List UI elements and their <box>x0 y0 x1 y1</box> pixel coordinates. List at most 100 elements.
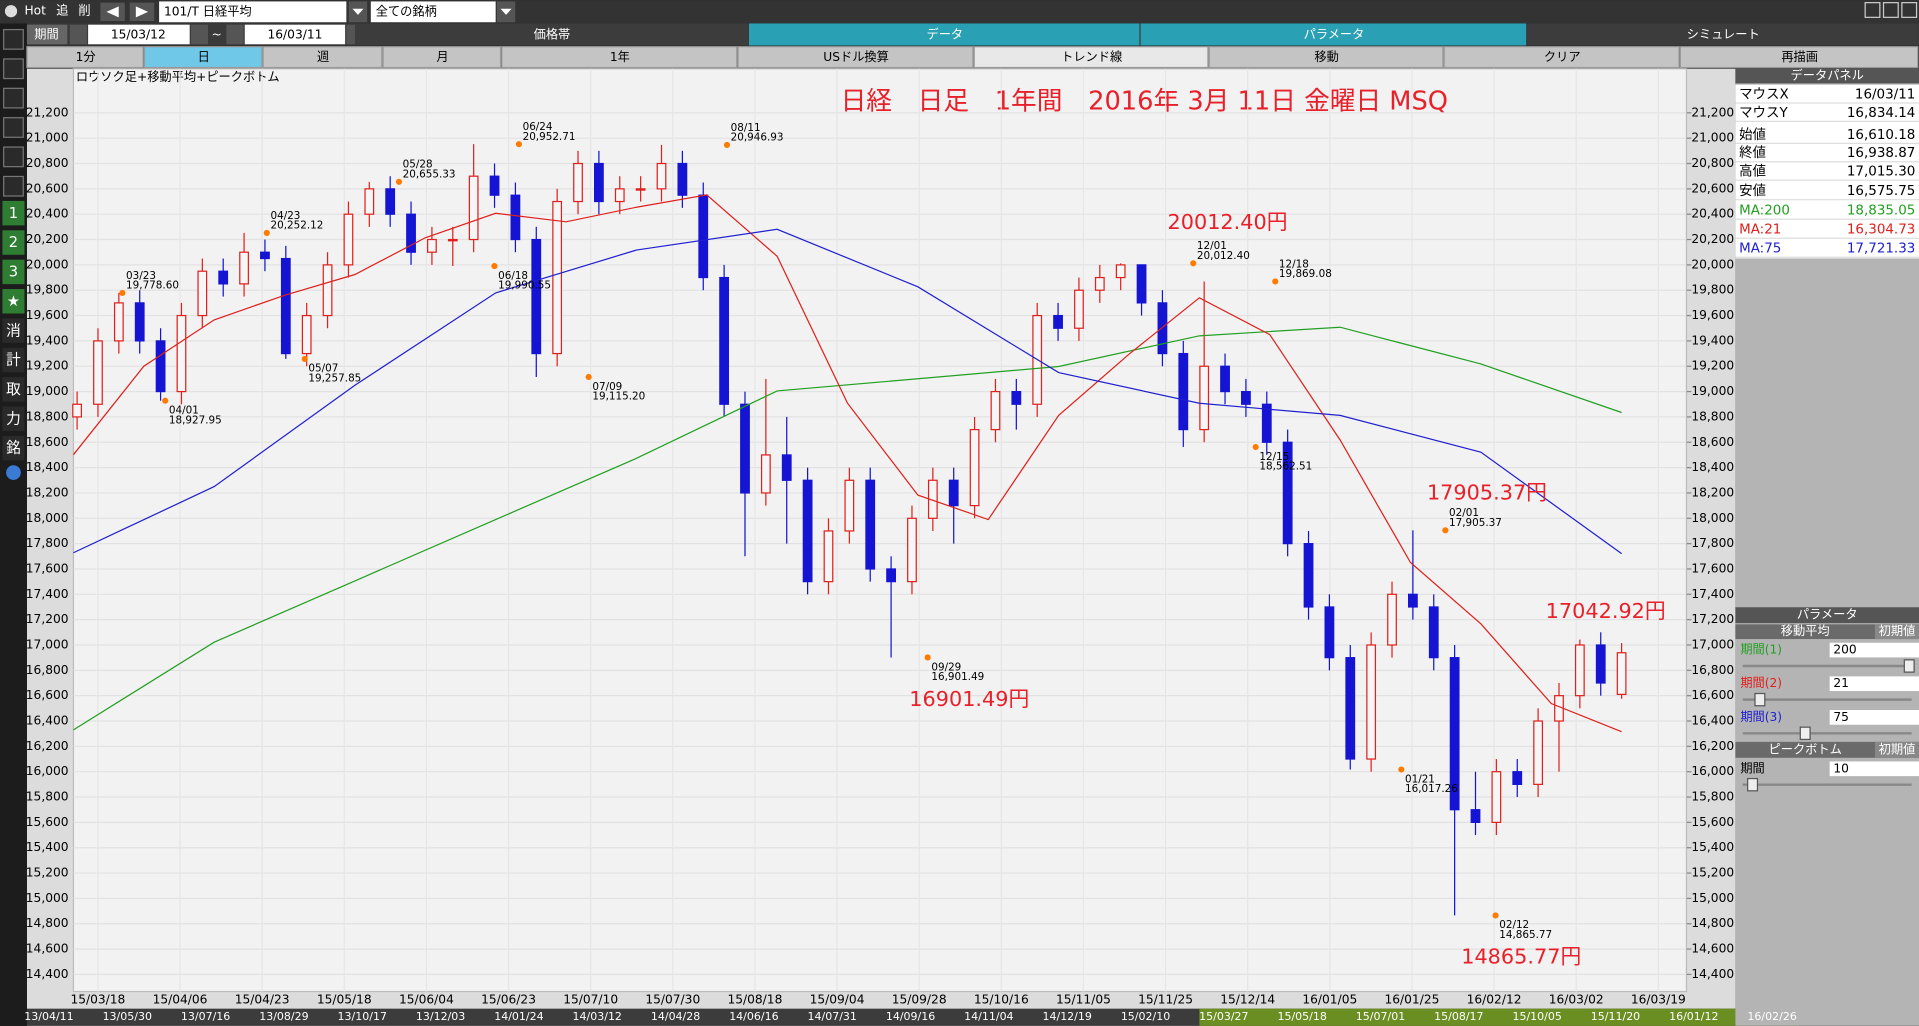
tab[interactable] <box>1527 23 1918 46</box>
peak-reset[interactable]: 初期値 <box>1879 741 1916 756</box>
candle-body <box>218 270 229 285</box>
sidebar-icon[interactable] <box>3 28 24 50</box>
param-value[interactable]: 21 <box>1833 676 1849 690</box>
range-button-label[interactable]: 1年 <box>610 50 630 64</box>
tab-label[interactable]: 価格帯 <box>534 27 571 42</box>
sidebar-icon[interactable] <box>3 87 24 109</box>
sidebar-button-label[interactable]: 銘 <box>6 440 21 457</box>
sidebar-button-label[interactable]: 取 <box>6 381 21 398</box>
range-button[interactable] <box>1208 46 1444 69</box>
peak-dot <box>1398 766 1405 773</box>
sidebar-button-label[interactable]: 計 <box>6 352 21 369</box>
sidebar-icon[interactable] <box>3 117 24 138</box>
tab-label[interactable]: データ <box>926 27 963 42</box>
peak-dot <box>1272 278 1279 285</box>
sidebar-button[interactable] <box>2 377 25 402</box>
symbol-box[interactable] <box>159 1 347 23</box>
sidebar-button-label[interactable]: 3 <box>9 264 18 281</box>
sidebar-button[interactable] <box>2 259 25 285</box>
to-date-box[interactable] <box>244 24 346 45</box>
add-button[interactable]: 追 <box>56 3 68 18</box>
range-button[interactable] <box>26 46 144 69</box>
range-button[interactable] <box>143 46 263 69</box>
param-value[interactable]: 200 <box>1833 643 1856 657</box>
from-date-box[interactable] <box>88 24 190 45</box>
slider-thumb[interactable] <box>1799 726 1811 741</box>
range-button-label[interactable]: 週 <box>317 50 329 64</box>
tab-label[interactable]: シミュレート <box>1687 28 1760 42</box>
sidebar-button[interactable] <box>2 347 25 373</box>
range-button[interactable] <box>973 46 1209 69</box>
close-button[interactable] <box>1901 2 1918 18</box>
x-tick-label: 15/06/04 <box>399 993 454 1007</box>
ma-reset[interactable]: 初期値 <box>1879 623 1916 638</box>
param-value[interactable]: 75 <box>1833 710 1849 724</box>
sidebar-button[interactable] <box>2 289 25 314</box>
y-tick-label-right: 15,000 <box>1691 891 1734 905</box>
range-button[interactable] <box>1443 46 1680 69</box>
sidebar-button-label[interactable]: ★ <box>7 293 20 310</box>
range-button-label[interactable]: 再描画 <box>1781 50 1818 64</box>
range-button-label[interactable]: 日 <box>198 50 210 64</box>
from-next[interactable] <box>190 24 209 45</box>
sidebar-icon[interactable] <box>3 146 24 168</box>
y-tick-label: 16,600 <box>26 688 69 702</box>
range-button-label[interactable]: USドル換算 <box>823 49 889 64</box>
range-button[interactable] <box>1679 46 1919 69</box>
sidebar-button-label[interactable]: 力 <box>6 410 21 427</box>
timeline-label: 14/07/31 <box>808 1010 857 1023</box>
sidebar-button[interactable] <box>2 318 25 343</box>
y-tick-label: 21,200 <box>26 105 69 119</box>
param-value[interactable]: 10 <box>1833 761 1849 775</box>
sidebar-button-label[interactable]: 消 <box>6 322 21 339</box>
y-tick-label-right: 14,600 <box>1691 942 1734 956</box>
peak-reset-button[interactable] <box>1874 741 1919 758</box>
range-button-label[interactable]: 月 <box>436 50 448 64</box>
sidebar-button[interactable] <box>2 200 25 226</box>
timeline-label: 13/07/16 <box>181 1010 230 1023</box>
range-button[interactable] <box>501 46 738 69</box>
sidebar-button[interactable] <box>2 435 25 461</box>
tab[interactable] <box>354 23 748 46</box>
slider-thumb[interactable] <box>1747 777 1759 792</box>
range-button[interactable] <box>262 46 383 69</box>
minimize-button[interactable] <box>1864 2 1881 18</box>
y-tick-label: 19,600 <box>26 308 69 322</box>
param-input[interactable] <box>1829 676 1919 692</box>
sidebar-icon[interactable] <box>3 175 24 197</box>
y-tick-label-right: 19,800 <box>1691 283 1734 297</box>
range-button-label[interactable]: トレンド線 <box>1061 49 1122 64</box>
from-prev[interactable] <box>69 24 87 45</box>
data-value: 16,610.18 <box>1847 128 1915 143</box>
tab-label[interactable]: パラメータ <box>1304 28 1365 42</box>
dropdown-arrow <box>352 8 364 15</box>
range-button-label[interactable]: 1分 <box>76 50 96 64</box>
ma-reset-button[interactable] <box>1874 624 1919 640</box>
tab[interactable] <box>1140 23 1527 46</box>
hot-button[interactable]: Hot <box>24 4 46 18</box>
slider-thumb[interactable] <box>1754 692 1766 707</box>
sidebar-button-label[interactable]: 2 <box>9 234 18 251</box>
param-input[interactable] <box>1829 761 1919 777</box>
range-button[interactable] <box>737 46 974 69</box>
sidebar-button-label[interactable]: 1 <box>9 205 18 222</box>
maximize-button[interactable] <box>1882 2 1899 18</box>
range-button-label[interactable]: 移動 <box>1314 50 1338 64</box>
delete-button[interactable]: 削 <box>78 4 90 18</box>
bulb-icon[interactable] <box>4 5 18 18</box>
range-button-label[interactable]: クリア <box>1544 50 1581 64</box>
settings-icon[interactable] <box>6 465 21 480</box>
tab[interactable] <box>748 23 1140 46</box>
ma-label: MA:75 <box>1739 242 1781 257</box>
slider-thumb[interactable] <box>1903 659 1915 673</box>
peak-value: 20,252.12 <box>270 220 323 232</box>
candle-body <box>322 264 333 317</box>
to-prev[interactable] <box>226 24 244 45</box>
sidebar-icon[interactable] <box>3 58 24 80</box>
range-button[interactable] <box>382 46 502 69</box>
sidebar-button[interactable] <box>2 230 25 255</box>
param-input[interactable] <box>1829 710 1919 725</box>
universe-box[interactable] <box>370 1 496 23</box>
param-input[interactable] <box>1829 642 1919 658</box>
sidebar-button[interactable] <box>2 406 25 432</box>
